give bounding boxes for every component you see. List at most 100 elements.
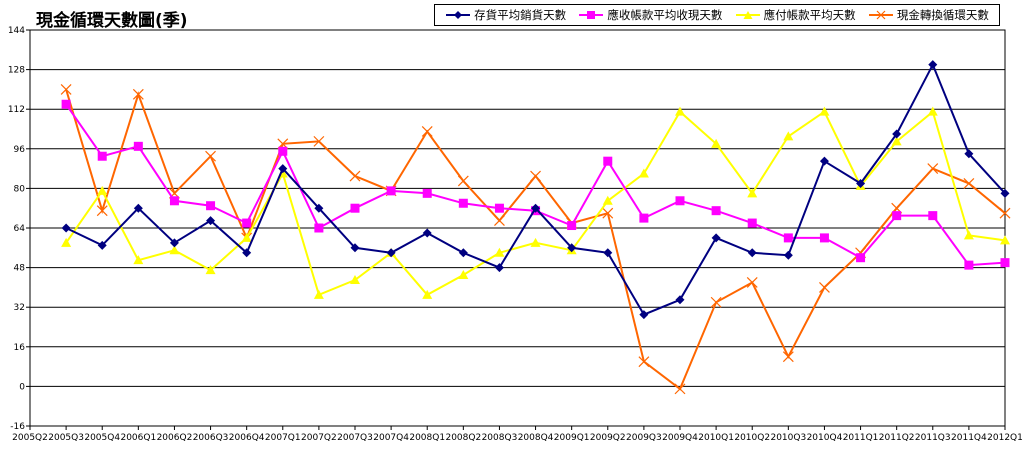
data-point-x-stroke <box>638 356 650 368</box>
data-point-x <box>602 207 614 219</box>
data-point-diamond <box>422 228 432 238</box>
x-tick-label: 2008Q4 <box>518 433 554 443</box>
data-point-diamond <box>819 156 829 166</box>
data-point-triangle <box>61 237 72 247</box>
data-point-x <box>205 150 216 162</box>
data-point-square <box>928 211 938 221</box>
y-tick-label: 112 <box>8 105 25 115</box>
data-point-triangle <box>169 245 180 255</box>
data-point-x <box>494 215 505 226</box>
legend-swatch <box>579 11 604 19</box>
legend-label: 應付帳款平均天數 <box>763 8 856 22</box>
y-tick-label: -16 <box>10 422 25 432</box>
y-tick-label: 48 <box>14 264 26 274</box>
legend-item: 應收帳款平均收現天數 <box>578 7 722 23</box>
y-tick-label: 0 <box>19 382 25 392</box>
data-point-square <box>783 233 793 243</box>
x-tick-label: 2009Q2 <box>590 433 626 443</box>
data-point-diamond <box>964 149 974 159</box>
data-point-diamond <box>603 248 613 258</box>
x-tick-label: 2005Q2 <box>12 433 48 443</box>
data-point-diamond <box>747 248 757 258</box>
x-tick-label: 2006Q2 <box>157 433 193 443</box>
x-tick-label: 2008Q2 <box>445 433 481 443</box>
data-point-x <box>530 170 541 182</box>
data-point-square <box>675 196 685 206</box>
data-point-x-stroke <box>96 205 108 217</box>
data-point-square <box>819 233 829 243</box>
data-point-square <box>747 218 757 228</box>
data-point-square <box>856 253 866 263</box>
legend-swatch-marker <box>743 11 753 19</box>
y-tick-label: 16 <box>14 343 26 353</box>
x-tick-label: 2008Q1 <box>409 433 445 443</box>
data-point-diamond <box>242 248 252 258</box>
data-point-x <box>60 83 72 95</box>
data-point-x-stroke <box>205 150 216 162</box>
legend-swatch-marker <box>454 11 463 19</box>
y-tick-label: 128 <box>8 66 25 76</box>
data-point-x <box>421 126 433 137</box>
data-point-square <box>61 99 71 109</box>
x-tick-label: 2007Q1 <box>265 433 301 443</box>
data-point-square <box>711 206 721 216</box>
data-point-triangle <box>205 265 216 275</box>
legend-label: 應收帳款平均收現天數 <box>607 8 723 22</box>
data-point-triangle <box>422 289 433 299</box>
data-point-x-stroke <box>782 351 794 363</box>
x-tick-label: 2011Q3 <box>915 433 951 443</box>
data-point-x <box>819 281 830 293</box>
legend-item: 存貨平均銷貨天數 <box>445 7 566 23</box>
x-tick-label: 2011Q2 <box>879 433 915 443</box>
data-point-x-stroke <box>963 178 975 189</box>
chart-title: 現金循環天數圖(季) <box>36 11 188 31</box>
data-point-square <box>639 213 649 223</box>
x-tick-label: 2010Q2 <box>734 433 770 443</box>
data-point-x-stroke <box>313 135 325 147</box>
data-point-triangle <box>927 106 938 116</box>
data-point-triangle <box>313 289 324 299</box>
data-point-diamond <box>783 250 793 260</box>
data-point-x <box>746 277 758 288</box>
data-point-triangle <box>133 255 144 265</box>
data-point-triangle <box>530 237 541 247</box>
data-point-square <box>494 203 504 213</box>
data-point-x-stroke <box>60 83 72 95</box>
x-tick-label: 2011Q4 <box>951 433 987 443</box>
plot-frame <box>29 29 1006 427</box>
data-point-square <box>892 211 902 221</box>
data-point-square <box>242 218 252 228</box>
x-tick-label: 2006Q1 <box>120 433 156 443</box>
data-point-diamond <box>278 164 288 174</box>
data-point-diamond <box>856 178 866 188</box>
legend-label: 存貨平均銷貨天數 <box>474 8 567 22</box>
data-point-diamond <box>169 238 179 248</box>
legend-label: 現金轉換循環天數 <box>896 8 989 22</box>
data-point-x <box>674 383 686 395</box>
data-point-x-stroke <box>457 175 469 187</box>
data-point-x <box>132 88 144 100</box>
data-point-square <box>169 196 179 206</box>
data-point-x <box>999 207 1011 219</box>
y-tick-label: 64 <box>14 224 26 234</box>
data-point-triangle <box>241 232 252 242</box>
data-point-diamond <box>133 203 143 213</box>
data-point-x <box>457 175 469 187</box>
x-tick-label: 2009Q4 <box>662 433 698 443</box>
data-point-x-stroke <box>530 170 541 182</box>
data-point-square <box>206 201 216 211</box>
data-point-triangle <box>675 106 685 116</box>
data-point-square <box>133 141 143 151</box>
x-tick-label: 2005Q4 <box>84 433 120 443</box>
data-point-x-stroke <box>746 277 758 288</box>
data-point-square <box>278 146 288 156</box>
x-tick-label: 2010Q1 <box>698 433 734 443</box>
data-point-x <box>782 351 794 363</box>
data-point-square <box>97 151 107 161</box>
data-point-diamond <box>675 295 685 305</box>
x-tick-label: 2007Q3 <box>337 433 373 443</box>
data-point-triangle <box>819 106 830 116</box>
data-point-diamond <box>531 203 541 213</box>
